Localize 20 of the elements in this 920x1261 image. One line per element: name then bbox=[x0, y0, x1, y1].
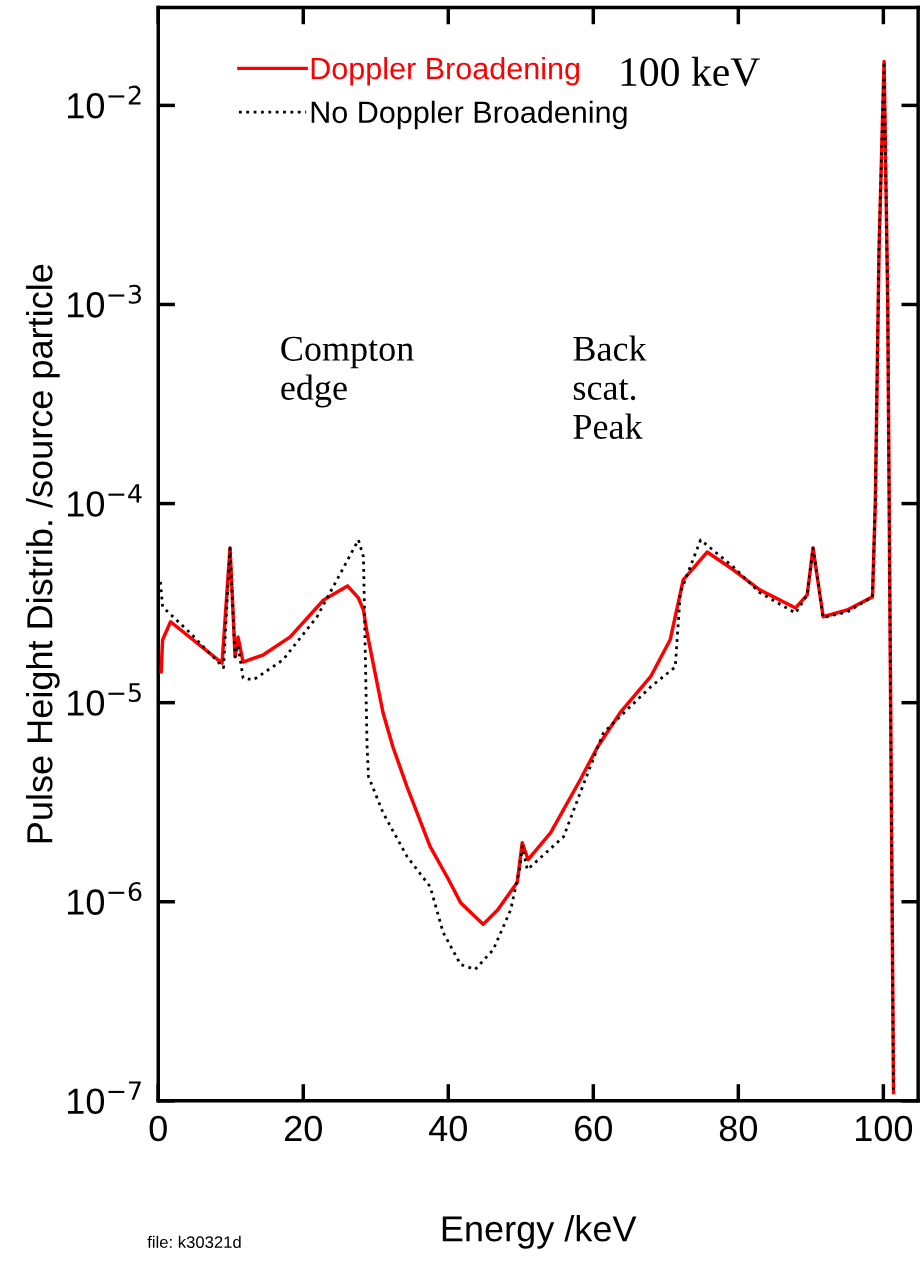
x-axis-title: Energy /keV bbox=[442, 1215, 637, 1249]
y-tick-label: 10$^{−7}$ bbox=[68, 1081, 141, 1115]
legend-label: Doppler Broadening bbox=[311, 56, 580, 86]
x-tick-label: 80 bbox=[719, 1115, 757, 1142]
legend-label: No Doppler Broadening bbox=[311, 100, 627, 130]
y-tick-label: 10$^{−6}$ bbox=[68, 881, 142, 915]
y-tick-label: 10$^{−2}$ bbox=[68, 85, 141, 119]
annotation: Back scat. Peak bbox=[573, 335, 647, 439]
x-tick-label: 60 bbox=[575, 1115, 612, 1142]
x-tick-label: 0 bbox=[149, 1115, 167, 1142]
text: file: k30321d bbox=[147, 1235, 241, 1249]
x-tick-label: 100 bbox=[855, 1115, 913, 1142]
x-tick-label: 20 bbox=[285, 1115, 322, 1142]
y-tick-label: 10$^{−4}$ bbox=[68, 484, 142, 517]
x-tick-label: 40 bbox=[429, 1115, 467, 1142]
annotation: Compton edge bbox=[281, 336, 414, 408]
y-axis-title: Pulse Height Distrib. /source particle bbox=[26, 264, 60, 843]
y-tick-label: 10$^{−5}$ bbox=[68, 683, 141, 716]
annotation: 100 keV bbox=[621, 56, 760, 87]
y-tick-label: 10$^{−3}$ bbox=[68, 284, 142, 318]
